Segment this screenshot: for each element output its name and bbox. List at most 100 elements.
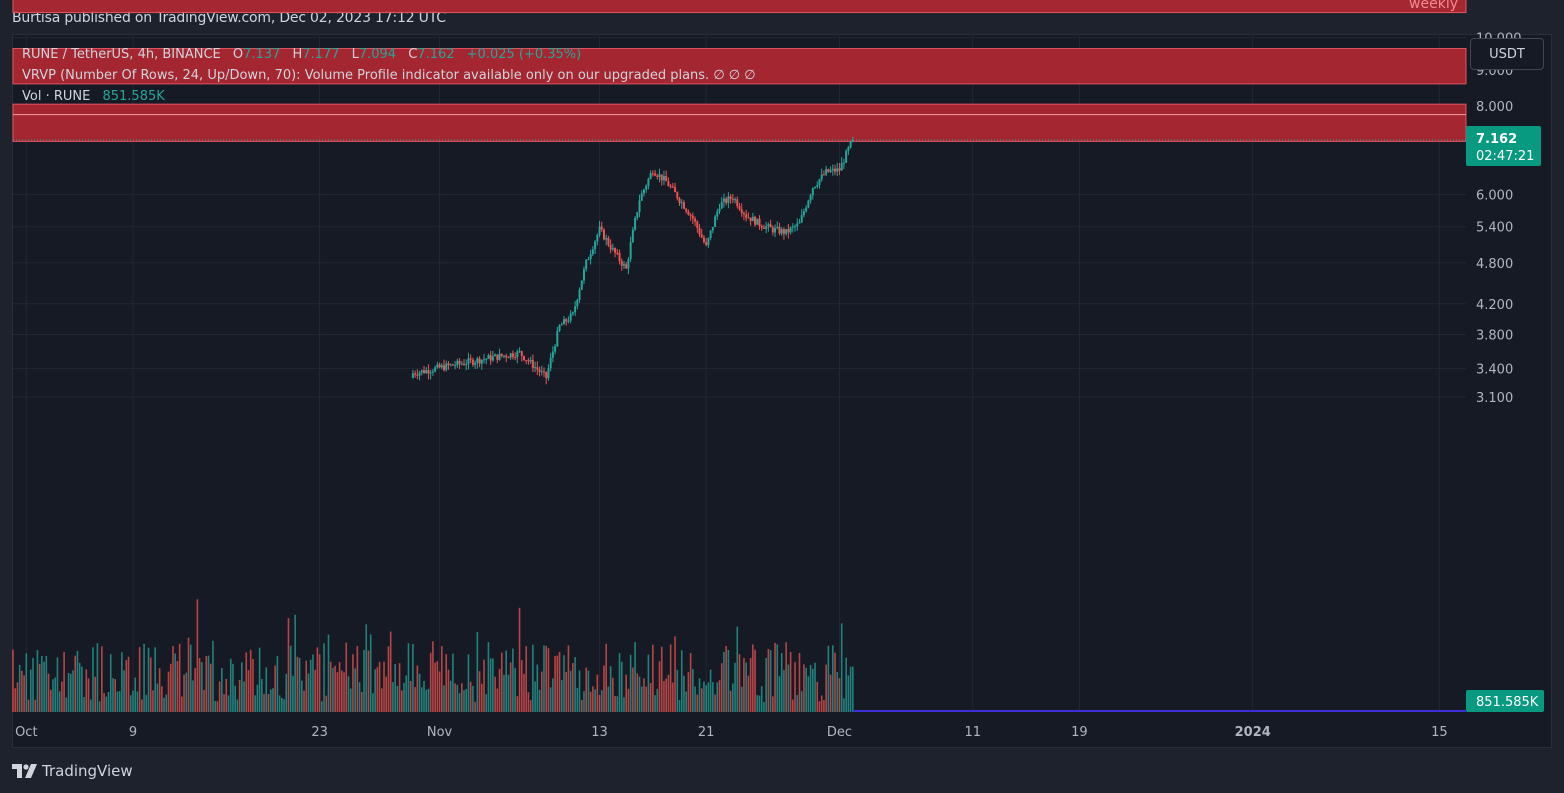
volume-bar bbox=[792, 699, 794, 712]
candle-body bbox=[634, 218, 637, 230]
volume-bar bbox=[378, 661, 381, 712]
candle-body bbox=[531, 359, 534, 368]
volume-bar bbox=[76, 650, 79, 712]
volume-bar bbox=[296, 656, 299, 712]
volume-bar bbox=[683, 675, 685, 712]
candle-body bbox=[467, 358, 470, 365]
x-tick-label: 11 bbox=[965, 725, 982, 740]
volume-bar bbox=[420, 687, 423, 712]
candle-body bbox=[778, 226, 781, 234]
candle-body bbox=[727, 196, 730, 203]
candle-body bbox=[754, 216, 757, 225]
volume-bar bbox=[56, 657, 59, 712]
candle-body bbox=[645, 185, 648, 190]
candle-body bbox=[716, 211, 719, 217]
volume-bar bbox=[45, 655, 48, 712]
volume-bar bbox=[194, 668, 196, 712]
candle-body bbox=[651, 173, 654, 175]
volume-bar bbox=[467, 654, 470, 712]
candle-body bbox=[791, 226, 794, 228]
volume-bar bbox=[680, 650, 683, 712]
volume-bar bbox=[816, 681, 819, 712]
volume-bar bbox=[638, 676, 641, 712]
volume-bar bbox=[167, 671, 170, 712]
volume-bar bbox=[241, 662, 243, 712]
volume-bar bbox=[349, 688, 352, 712]
volume-bar bbox=[254, 695, 256, 712]
volume-bar bbox=[838, 678, 841, 712]
volume-bar bbox=[585, 667, 588, 712]
candle-body bbox=[822, 174, 825, 176]
volume-bar bbox=[301, 680, 303, 712]
candle-body bbox=[518, 351, 521, 353]
volume-bar bbox=[623, 697, 625, 712]
volume-bar bbox=[198, 658, 201, 712]
volume-bar bbox=[578, 670, 581, 712]
currency-button[interactable]: USDT bbox=[1470, 38, 1544, 70]
volume-bar bbox=[478, 671, 481, 712]
candle-body bbox=[794, 226, 797, 228]
x-tick-label: 15 bbox=[1431, 725, 1448, 740]
candle-body bbox=[640, 193, 643, 201]
volume-bar bbox=[78, 662, 81, 712]
candle-body bbox=[440, 365, 443, 368]
chart-frame[interactable] bbox=[12, 34, 1552, 748]
volume-bar bbox=[274, 665, 276, 712]
volume-bar bbox=[214, 700, 216, 712]
volume-bar bbox=[500, 652, 503, 712]
volume-bar bbox=[247, 670, 250, 712]
volume-bar bbox=[16, 682, 19, 712]
volume-bar bbox=[536, 664, 539, 712]
volume-bar bbox=[89, 699, 92, 712]
volume-bar bbox=[460, 683, 463, 712]
volume-bar bbox=[743, 657, 745, 712]
volume-bar bbox=[789, 651, 792, 712]
legend-symbol[interactable]: RUNE / TetherUS, 4h, BINANCE bbox=[22, 47, 221, 62]
volume-bar bbox=[152, 690, 154, 712]
legend-vrvp-row[interactable]: VRVP (Number Of Rows, 24, Up/Down, 70): … bbox=[22, 68, 756, 83]
volume-bar bbox=[309, 659, 312, 712]
volume-bar bbox=[321, 701, 323, 712]
candle-body bbox=[811, 188, 814, 196]
candle-body bbox=[674, 187, 677, 193]
legend-volume-label[interactable]: Vol · RUNE bbox=[22, 89, 91, 104]
volume-bar bbox=[820, 695, 823, 712]
candle-body bbox=[487, 355, 490, 359]
y-tick-label: 3.100 bbox=[1476, 391, 1513, 406]
volume-bar bbox=[158, 668, 161, 712]
volume-bar bbox=[83, 697, 85, 712]
footer-brand[interactable]: TradingView bbox=[12, 762, 133, 780]
candle-body bbox=[447, 363, 450, 366]
candle-body bbox=[427, 370, 430, 374]
volume-bar bbox=[634, 642, 636, 712]
volume-bar bbox=[43, 661, 45, 712]
candle-body bbox=[774, 228, 777, 233]
candle-body bbox=[671, 186, 674, 188]
volume-bar bbox=[745, 662, 747, 712]
volume-bar bbox=[645, 686, 647, 712]
candle-body bbox=[718, 208, 721, 212]
candle-body bbox=[614, 248, 617, 253]
candle-body bbox=[829, 170, 832, 172]
candle-body bbox=[629, 242, 632, 260]
volume-bar bbox=[361, 691, 363, 712]
candle-body bbox=[787, 228, 790, 233]
volume-bar bbox=[389, 631, 392, 712]
candle-body bbox=[529, 359, 532, 362]
volume-bar bbox=[589, 691, 592, 712]
volume-bar bbox=[492, 658, 494, 712]
candle-body bbox=[494, 354, 497, 357]
candle-body bbox=[551, 351, 554, 358]
volume-bar bbox=[754, 649, 756, 712]
volume-bar bbox=[725, 645, 727, 712]
volume-bar bbox=[852, 666, 854, 712]
candle-body bbox=[678, 198, 681, 203]
candle-body bbox=[554, 346, 557, 352]
candle-body bbox=[749, 217, 752, 222]
volume-bar bbox=[276, 656, 279, 712]
candle-body bbox=[514, 356, 517, 358]
volume-bar bbox=[740, 686, 743, 712]
candle-body bbox=[782, 229, 785, 234]
x-tick-label: Dec bbox=[827, 725, 852, 740]
